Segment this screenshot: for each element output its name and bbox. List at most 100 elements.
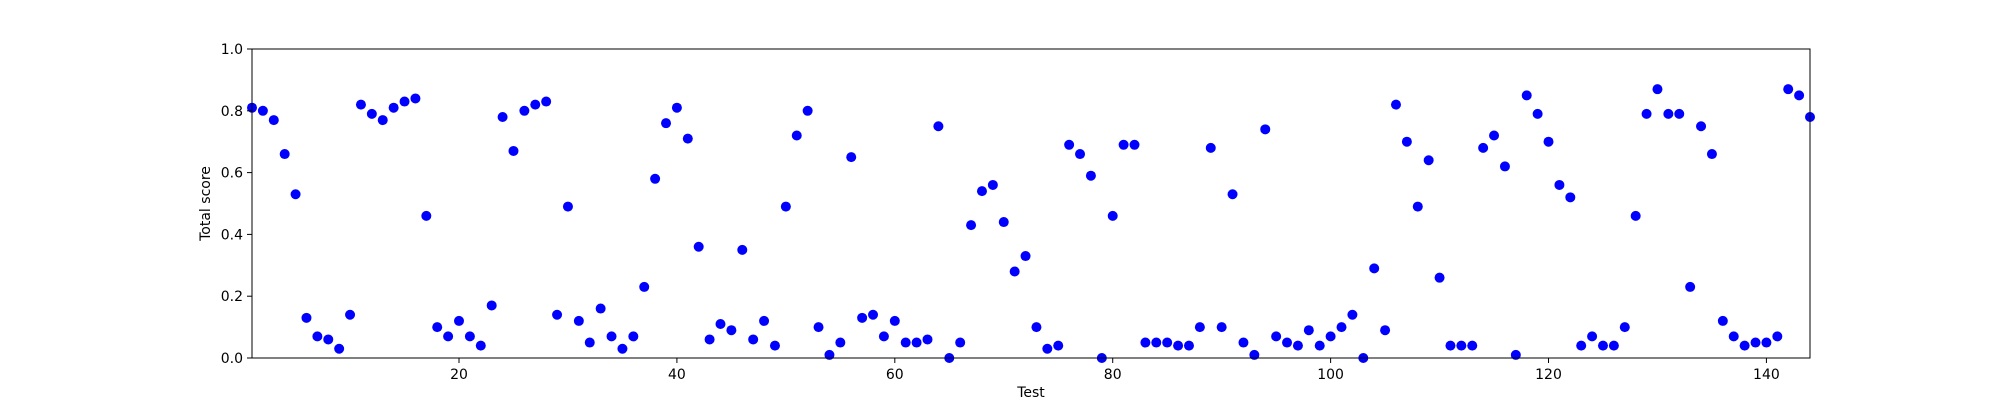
x-tick-label: 60 [886, 367, 904, 383]
data-point [1794, 90, 1805, 101]
data-point [1543, 136, 1554, 147]
data-point [1783, 84, 1794, 95]
data-point [682, 133, 693, 144]
y-axis: 0.0 0.2 0.4 0.6 0.8 1.0 [221, 42, 252, 367]
data-point [1619, 322, 1630, 333]
data-point [617, 343, 628, 354]
data-point [802, 105, 813, 116]
data-point [519, 105, 530, 116]
data-point [323, 334, 334, 345]
data-point [1205, 142, 1216, 153]
data-point [1412, 201, 1423, 212]
data-point [1282, 337, 1293, 348]
y-tick-label: 0.4 [221, 227, 243, 243]
data-point [1075, 149, 1086, 160]
data-point [1423, 155, 1434, 166]
data-point [1369, 263, 1380, 274]
data-point [1292, 340, 1303, 351]
data-point [933, 121, 944, 132]
data-point [693, 241, 704, 252]
data-point [1478, 142, 1489, 153]
y-tick-label: 0.8 [221, 104, 243, 120]
data-point [1532, 108, 1543, 119]
data-point [726, 325, 737, 336]
data-point [1499, 161, 1510, 172]
data-point [966, 220, 977, 231]
data-point [813, 322, 824, 333]
data-point [257, 105, 268, 116]
y-tick-label: 0.2 [221, 289, 243, 305]
data-point [987, 179, 998, 190]
data-point [1663, 108, 1674, 119]
data-point [1597, 340, 1608, 351]
data-point [1696, 121, 1707, 132]
data-point [639, 281, 650, 292]
data-point [1085, 170, 1096, 181]
data-point [1467, 340, 1478, 351]
data-point [976, 186, 987, 197]
data-point [1706, 149, 1717, 160]
data-point [1227, 189, 1238, 200]
data-point [1489, 130, 1500, 141]
data-point [857, 312, 868, 323]
data-point [1445, 340, 1456, 351]
data-point [628, 331, 639, 342]
y-tick-label: 0.0 [221, 351, 243, 367]
data-point [922, 334, 933, 345]
data-point [1249, 349, 1260, 360]
x-tick-label: 140 [1753, 367, 1780, 383]
data-point [345, 309, 356, 320]
data-point [1260, 124, 1271, 135]
data-point [595, 303, 606, 314]
data-point [377, 115, 388, 126]
data-point [1390, 99, 1401, 110]
data-point [355, 99, 366, 110]
data-point [1107, 210, 1118, 221]
data-point [1739, 340, 1750, 351]
data-point [1303, 325, 1314, 336]
data-point [388, 102, 399, 113]
data-point [508, 145, 519, 156]
data-point [486, 300, 497, 311]
data-point [1325, 331, 1336, 342]
data-point [911, 337, 922, 348]
data-point [464, 331, 475, 342]
x-tick-label: 80 [1104, 367, 1122, 383]
y-axis-label: Total score [198, 166, 214, 242]
data-point [541, 96, 552, 107]
y-tick-label: 0.6 [221, 166, 243, 182]
data-point [606, 331, 617, 342]
data-point [1271, 331, 1282, 342]
data-point [1772, 331, 1783, 342]
data-point [1576, 340, 1587, 351]
data-point [998, 217, 1009, 228]
data-point [1521, 90, 1532, 101]
data-point [1401, 136, 1412, 147]
data-point [530, 99, 541, 110]
data-point [1238, 337, 1249, 348]
data-point [1194, 322, 1205, 333]
data-point [1151, 337, 1162, 348]
data-point [443, 331, 454, 342]
data-point [279, 149, 290, 160]
data-point [1674, 108, 1685, 119]
data-point [1118, 139, 1129, 150]
data-point [1685, 281, 1696, 292]
data-point [737, 244, 748, 255]
data-point [769, 340, 780, 351]
data-point [1717, 315, 1728, 326]
data-point [955, 337, 966, 348]
data-point [312, 331, 323, 342]
data-point [366, 108, 377, 119]
x-tick-label: 40 [668, 367, 686, 383]
data-point [1652, 84, 1663, 95]
data-point [1554, 179, 1565, 190]
data-point [868, 309, 879, 320]
data-point [552, 309, 563, 320]
data-point [1761, 337, 1772, 348]
data-point [661, 118, 672, 129]
data-point [1031, 322, 1042, 333]
data-point [1216, 322, 1227, 333]
